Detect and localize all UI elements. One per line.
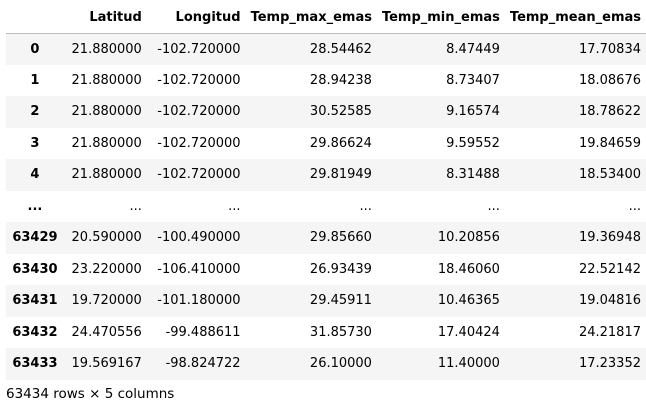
cell-temp-min: 10.46365 [437,293,500,309]
cell-temp-mean: 19.36948 [578,230,641,246]
row-index: 1 [30,72,40,88]
table-row: 0 21.880000 -102.720000 28.54462 8.47449… [6,33,646,65]
row-index: 63430 [12,261,58,277]
table-row: 1 21.880000 -102.720000 28.94238 8.73407… [6,64,646,96]
cell-temp-mean: 24.21817 [578,324,641,340]
header-longitud: Longitud [146,2,246,34]
table-body: 0 21.880000 -102.720000 28.54462 8.47449… [6,33,646,380]
cell-temp-min: 8.47449 [446,41,500,57]
table-row: 63433 19.569167 -98.824722 26.10000 11.4… [6,348,646,380]
row-index: 2 [30,104,40,120]
header-index [6,2,64,34]
cell-latitud: 21.880000 [71,104,142,120]
cell-temp-max: 29.45911 [309,293,372,309]
cell-temp-max: 29.85660 [309,230,372,246]
table-row: 63429 20.590000 -100.490000 29.85660 10.… [6,222,646,254]
cell-longitud: -102.720000 [157,72,241,88]
row-index: 63431 [12,293,58,309]
cell-latitud: 20.590000 [71,230,142,246]
table-row: 2 21.880000 -102.720000 30.52585 9.16574… [6,96,646,128]
cell-temp-min: 17.40424 [437,324,500,340]
cell-temp-mean: ... [628,198,641,214]
row-index: 3 [30,135,40,151]
header-row: Latitud Longitud Temp_max_emas Temp_min_… [6,2,646,34]
cell-latitud: ... [129,198,142,214]
cell-temp-mean: 17.70834 [578,41,641,57]
cell-temp-min: 8.73407 [446,72,500,88]
row-index: 0 [30,41,40,57]
cell-latitud: 24.470556 [71,324,142,340]
table-row: 3 21.880000 -102.720000 29.86624 9.59552… [6,127,646,159]
table-row: 63432 24.470556 -99.488611 31.85730 17.4… [6,316,646,348]
row-index: 63433 [12,356,58,372]
cell-longitud: -102.720000 [157,167,241,183]
cell-temp-mean: 17.23352 [578,356,641,372]
table-row: 63430 23.220000 -106.410000 26.93439 18.… [6,253,646,285]
cell-temp-max: 29.86624 [309,135,372,151]
row-index: 4 [30,167,40,183]
cell-temp-max: 31.85730 [309,324,372,340]
cell-longitud: -98.824722 [165,356,241,372]
cell-latitud: 19.720000 [71,293,142,309]
table-row-ellipsis: ... ... ... ... ... ... [6,190,646,222]
cell-temp-max: 28.94238 [309,72,372,88]
cell-temp-mean: 18.53400 [578,167,641,183]
cell-temp-mean: 19.84659 [578,135,641,151]
header-temp-max: Temp_max_emas [245,2,377,34]
cell-temp-mean: 18.78622 [578,104,641,120]
cell-temp-mean: 19.04816 [578,293,641,309]
cell-temp-mean: 18.08676 [578,72,641,88]
cell-latitud: 21.880000 [71,41,142,57]
header-latitud: Latitud [63,2,147,34]
cell-longitud: -99.488611 [165,324,241,340]
cell-temp-max: 28.54462 [309,41,372,57]
cell-longitud: -102.720000 [157,104,241,120]
cell-latitud: 21.880000 [71,72,142,88]
cell-longitud: -100.490000 [157,230,241,246]
table-row: 4 21.880000 -102.720000 29.81949 8.31488… [6,159,646,191]
cell-longitud: -102.720000 [157,41,241,57]
cell-temp-min: 11.40000 [437,356,500,372]
cell-latitud: 21.880000 [71,167,142,183]
cell-temp-max: 26.93439 [309,261,372,277]
cell-longitud: -102.720000 [157,135,241,151]
cell-longitud: -106.410000 [157,261,241,277]
table-header: Latitud Longitud Temp_max_emas Temp_min_… [6,2,646,34]
cell-temp-max: 26.10000 [309,356,372,372]
cell-temp-min: 9.16574 [446,104,500,120]
dataframe-shape-summary: 63434 rows × 5 columns [6,385,175,402]
cell-temp-min: 18.46060 [437,261,500,277]
header-temp-min: Temp_min_emas [376,2,505,34]
cell-longitud: ... [228,198,241,214]
cell-temp-mean: 22.52142 [578,261,641,277]
cell-temp-max: 30.52585 [309,104,372,120]
row-index: ... [27,198,43,214]
cell-temp-max: ... [359,198,372,214]
dataframe-table: Latitud Longitud Temp_max_emas Temp_min_… [6,2,646,380]
table-row: 63431 19.720000 -101.180000 29.45911 10.… [6,285,646,317]
cell-temp-min: 10.20856 [437,230,500,246]
row-index: 63432 [12,324,58,340]
cell-longitud: -101.180000 [157,293,241,309]
cell-temp-min: 9.59552 [446,135,500,151]
header-temp-mean: Temp_mean_emas [504,2,646,34]
cell-temp-min: 8.31488 [446,167,500,183]
cell-latitud: 19.569167 [71,356,142,372]
cell-temp-min: ... [487,198,500,214]
cell-latitud: 21.880000 [71,135,142,151]
cell-temp-max: 29.81949 [309,167,372,183]
row-index: 63429 [12,230,58,246]
cell-latitud: 23.220000 [71,261,142,277]
